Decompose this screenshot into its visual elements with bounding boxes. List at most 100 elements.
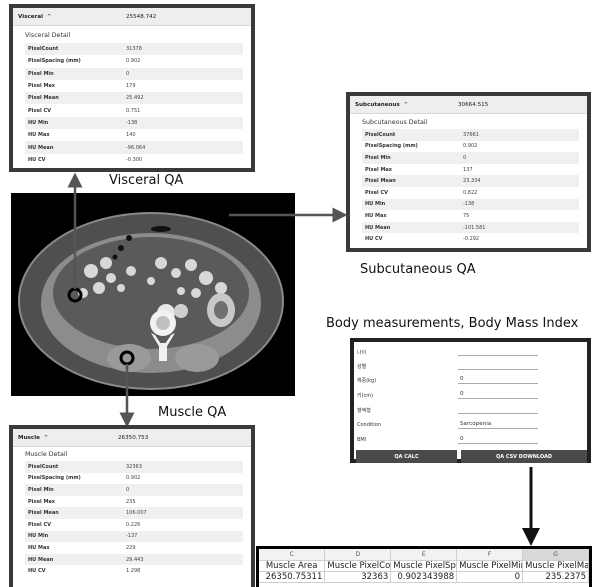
table-row: HU Mean 29.443 [25,553,243,566]
table-row: PixelSpacing (mm) 0.902 [25,55,243,67]
header-cell[interactable]: Muscle PixelMin [456,560,524,572]
field-underline [458,355,538,356]
height-label: 키(cm) [357,393,374,399]
row-key: Pixel Max [28,83,56,90]
row-value: 23.334 [463,178,481,185]
value-cell[interactable]: 32363 [324,571,392,583]
qa-csv-download-button[interactable]: QA CSV DOWNLOAD [461,450,587,463]
row-value: -101.581 [463,224,486,231]
column-letter[interactable]: G [522,549,589,561]
visceral-qa-panel: Visceral ^ 25548.742 Visceral Detail Pix… [9,4,255,172]
row-key: Pixel Mean [28,95,59,102]
chevron-up-icon: ^ [43,434,49,441]
body-measurements-form: 나이 성별 체중(kg) 0 키(cm) 0 혈액형 Condition Sar… [350,338,591,463]
table-row: Pixel Min 0 [25,484,243,496]
table-row: Pixel CV 0.226 [25,519,243,531]
row-value: 1.298 [126,568,141,575]
subcutaneous-panel-header[interactable]: Subcutaneous ^ 30664.515 [350,96,587,114]
row-value: 0.751 [126,107,141,114]
value-row: 26350.75311 32363 0.902343988 0 235.2375 [259,571,589,583]
table-row: PixelSpacing (mm) 0.902 [362,141,579,153]
row-value: 31378 [126,46,142,53]
condition-label: Condition [357,422,381,428]
header-cell[interactable]: Muscle PixelCount [324,560,392,572]
muscle-panel-header[interactable]: Muscle ^ 26350.753 [13,429,251,447]
row-key: Pixel Min [28,70,54,77]
value-cell[interactable]: 0.902343988 [390,571,458,583]
header-cell[interactable]: Muscle PixelMax [522,560,589,572]
field-underline [458,443,538,444]
value-cell[interactable]: 26350.75311 [259,571,326,583]
age-label: 나이 [357,350,367,356]
row-key: HU Mean [28,144,54,151]
field-underline [458,428,538,429]
table-row: PixelCount 32363 [25,461,243,473]
row-value: 229 [126,544,136,551]
subcutaneous-detail-table: PixelCount 37661 PixelSpacing (mm) 0.902 P… [362,129,579,245]
header-cell[interactable]: Muscle PixelSpacing [390,560,458,572]
table-row: PixelCount 31378 [25,43,243,56]
row-key: PixelSpacing (mm) [28,58,81,65]
row-key: PixelSpacing (mm) [28,475,81,482]
column-letter[interactable]: F [456,549,524,561]
muscle-header-value: 26350.753 [118,434,149,441]
row-value: -96.064 [126,144,146,151]
value-cell[interactable]: 235.2375 [522,571,589,583]
form-row-bmi: BMI 0 [354,432,587,446]
muscle-qa-panel: Muscle ^ 26350.753 Muscle Detail PixelCo… [9,425,255,587]
row-value: 140 [126,132,136,139]
visceral-panel-header[interactable]: Visceral ^ 25548.742 [13,8,251,26]
visceral-detail-title: Visceral Detail [25,32,71,39]
subcutaneous-header-value: 30664.515 [458,101,489,108]
column-letter[interactable]: E [390,549,458,561]
row-value: -138 [126,119,138,126]
table-row: Pixel Min 0 [362,152,579,164]
row-value: 0.226 [126,521,141,528]
column-letter[interactable]: D [324,549,392,561]
subcutaneous-detail-title: Subcutaneous Detail [362,119,428,126]
table-row: HU Max 75 [362,210,579,222]
weight-field[interactable]: 0 [460,376,464,382]
table-row: HU Max 140 [25,129,243,141]
header-cell[interactable]: Muscle Area [259,560,326,572]
table-row: Pixel Mean 106.007 [25,507,243,519]
table-row: PixelSpacing (mm) 0.902 [25,473,243,485]
blood-type-label: 혈액형 [357,408,371,414]
bmi-label: BMI [357,437,367,443]
subcutaneous-header-label: Subcutaneous [355,101,400,108]
ct-scan-image [11,193,295,396]
row-key: Pixel Min [365,154,391,161]
table-row: HU CV -0.300 [25,154,243,166]
table-row: HU CV 1.298 [25,565,243,577]
value-cell[interactable]: 0 [456,571,524,583]
table-row: Pixel Max 179 [25,80,243,92]
row-value: -138 [463,201,475,208]
condition-field[interactable]: Sarcopenia [460,421,492,427]
height-field[interactable]: 0 [460,391,464,397]
row-value: 0.902 [126,475,141,482]
visceral-qa-caption: Visceral QA [109,173,184,188]
row-key: HU Max [28,544,50,551]
qa-calc-button[interactable]: QA CALC [356,450,457,463]
table-row: Pixel Max 235 [25,496,243,508]
body-measurements-caption: Body measurements, Body Mass Index [326,316,579,331]
row-value: -137 [126,533,138,540]
row-key: Pixel Min [28,486,54,493]
form-row-gender: 성별 [354,358,587,372]
row-value: 0 [126,486,130,493]
gender-label: 성별 [357,364,367,370]
row-key: HU Mean [28,556,54,563]
row-value: -0.300 [126,156,143,163]
column-letter[interactable]: C [259,549,326,561]
visceral-header-label: Visceral [18,13,44,20]
csv-table: C D E F G Muscle Area Muscle PixelCount … [259,549,589,583]
visceral-header-value: 25548.742 [126,13,157,20]
table-row: HU CV -0.292 [362,233,579,245]
bmi-field[interactable]: 0 [460,436,464,442]
table-row: HU Min -137 [25,530,243,543]
table-row: HU Min -138 [25,116,243,130]
row-key: Pixel CV [28,521,51,528]
row-value: 0.822 [463,189,478,196]
table-row: Pixel CV 0.751 [25,104,243,116]
